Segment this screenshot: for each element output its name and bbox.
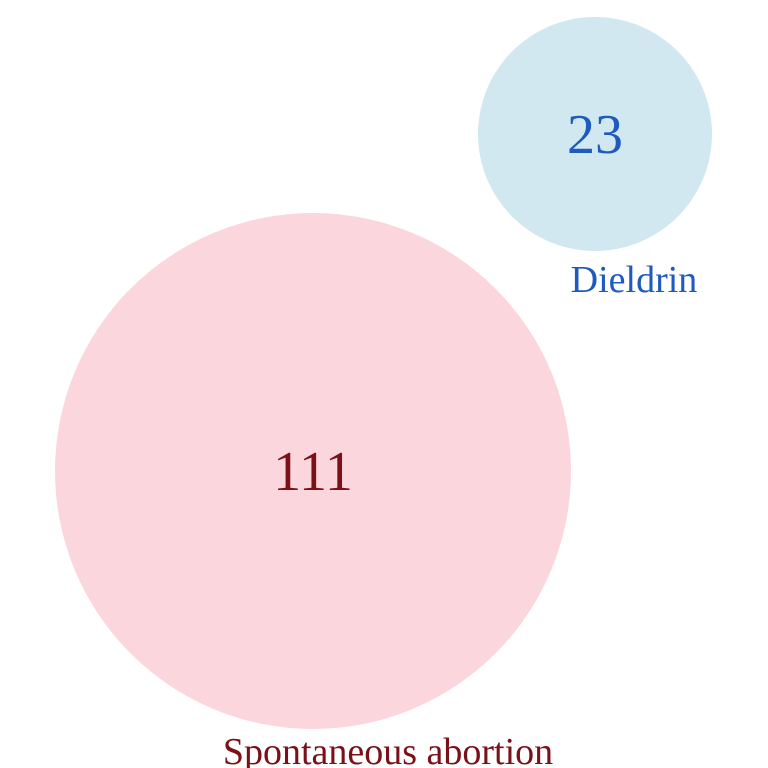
- set-spontaneous-abortion: 111 Spontaneous abortion: [55, 213, 571, 768]
- dieldrin-label: Dieldrin: [571, 259, 698, 301]
- dieldrin-count: 23: [567, 104, 623, 166]
- spontaneous-abortion-circle: [55, 213, 571, 729]
- dieldrin-circle: [478, 17, 712, 251]
- spontaneous-abortion-label: Spontaneous abortion: [223, 731, 553, 768]
- set-dieldrin: 23 Dieldrin: [478, 17, 712, 301]
- spontaneous-abortion-count: 111: [273, 441, 353, 503]
